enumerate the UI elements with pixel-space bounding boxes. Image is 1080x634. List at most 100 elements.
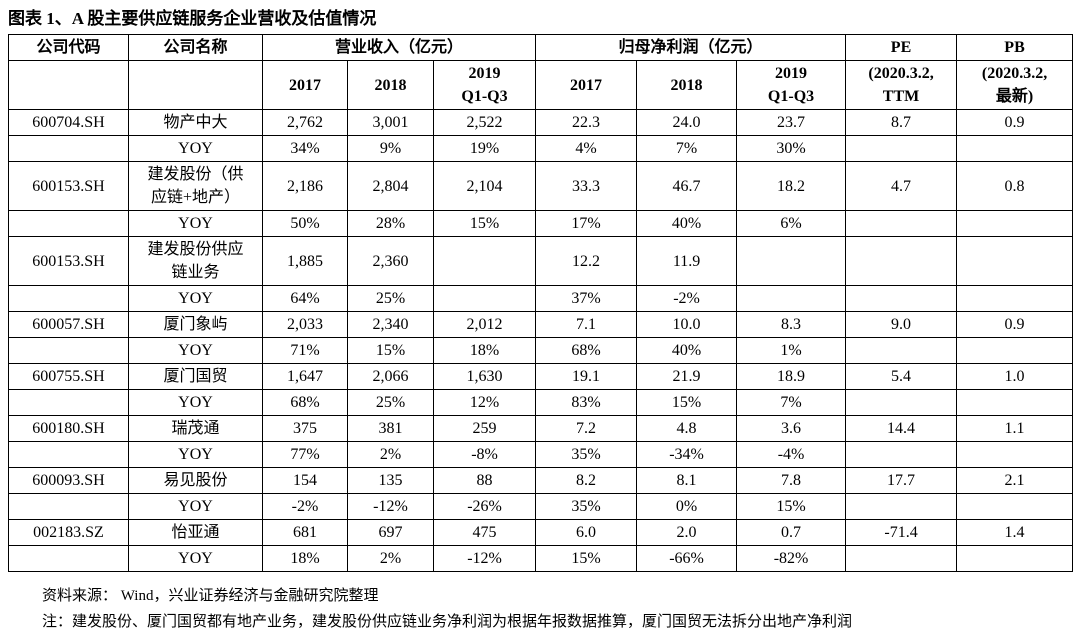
- table-cell: 6.0: [535, 519, 638, 546]
- table-cell: 64%: [262, 285, 348, 312]
- header-cell: [128, 60, 263, 110]
- table-cell: [956, 441, 1074, 468]
- table-cell: 1.0: [956, 363, 1074, 390]
- header-cell: (2020.3.2, TTM: [845, 60, 958, 110]
- table-cell: -12%: [347, 493, 434, 520]
- table-cell: 8.3: [736, 311, 847, 338]
- table-cell: [845, 285, 958, 312]
- table-cell: 3,001: [347, 109, 434, 136]
- table-cell: [8, 389, 129, 416]
- table-cell: 40%: [636, 337, 738, 364]
- table-row: 600093.SH 易见股份 154 135 88 8.2 8.1 7.8 17.7 2.1: [8, 467, 1074, 494]
- table-row: YOY 77% 2% -8% 35% -34% -4%: [8, 441, 1074, 468]
- table-cell: -4%: [736, 441, 847, 468]
- table-cell: 77%: [262, 441, 348, 468]
- table-row: 600180.SH 瑞茂通 375 381 259 7.2 4.8 3.6 14.4 1.1: [8, 415, 1074, 442]
- table-cell: [845, 135, 958, 162]
- table-cell: 35%: [535, 441, 638, 468]
- table-cell: 7%: [736, 389, 847, 416]
- title: 图表 1、A 股主要供应链服务企业营收及估值情况: [8, 9, 377, 28]
- table-cell: 厦门象屿: [128, 311, 263, 338]
- table-cell: 6%: [736, 210, 847, 237]
- table-cell: 23.7: [736, 109, 847, 136]
- header-row: 2017 2018 2019 Q1-Q3 2017 2018 2019 Q1-Q3 (202…: [8, 60, 1074, 110]
- table-cell: 0.7: [736, 519, 847, 546]
- table-cell: YOY: [128, 441, 263, 468]
- table-cell: 9%: [347, 135, 434, 162]
- table-cell: 建发股份（供应链+地产）: [128, 161, 263, 211]
- table-cell: 7%: [636, 135, 738, 162]
- table-cell: -2%: [262, 493, 348, 520]
- table-cell: 12.2: [535, 236, 638, 286]
- table-cell: 物产中大: [128, 109, 263, 136]
- table-cell: 7.1: [535, 311, 638, 338]
- table-cell: 600755.SH: [8, 363, 129, 390]
- table-cell: 0.8: [956, 161, 1074, 211]
- header-row: 公司代码 公司名称 营业收入（亿元） 归母净利润（亿元） PE PB: [8, 34, 1074, 61]
- table-cell: 600153.SH: [8, 236, 129, 286]
- table-cell: [432, 285, 537, 312]
- table-cell: 易见股份: [128, 467, 263, 494]
- table-cell: 33.3: [535, 161, 638, 211]
- table-cell: [845, 493, 958, 520]
- table-cell: 8.2: [535, 467, 638, 494]
- table-cell: 19.1: [535, 363, 638, 390]
- header-cell: 归母净利润（亿元）: [535, 34, 847, 61]
- table-cell: 15%: [636, 389, 738, 416]
- table-cell: 1,885: [262, 236, 348, 286]
- table-cell: -12%: [432, 545, 537, 572]
- header-cell: 公司代码: [8, 34, 129, 61]
- table-cell: -8%: [432, 441, 537, 468]
- table-cell: 88: [432, 467, 537, 494]
- table-cell: 2%: [347, 441, 434, 468]
- table-cell: [8, 493, 129, 520]
- table-cell: 2,066: [347, 363, 434, 390]
- table-cell: YOY: [128, 210, 263, 237]
- table-cell: [956, 545, 1074, 572]
- table-cell: 2%: [347, 545, 434, 572]
- table-cell: -26%: [432, 493, 537, 520]
- table-cell: 2,033: [262, 311, 348, 338]
- table-cell: 18%: [432, 337, 537, 364]
- table-cell: [8, 337, 129, 364]
- table-cell: 68%: [262, 389, 348, 416]
- table-cell: [845, 236, 958, 286]
- table-cell: -66%: [636, 545, 738, 572]
- table-cell: -82%: [736, 545, 847, 572]
- table-cell: 375: [262, 415, 348, 442]
- table-cell: [956, 210, 1074, 237]
- table-cell: 22.3: [535, 109, 638, 136]
- table-cell: 14.4: [845, 415, 958, 442]
- table-cell: 15%: [736, 493, 847, 520]
- table-cell: 697: [347, 519, 434, 546]
- table-row: YOY 50% 28% 15% 17% 40% 6%: [8, 210, 1074, 237]
- table-row: YOY 18% 2% -12% 15% -66% -82%: [8, 545, 1074, 572]
- table-cell: 2,012: [432, 311, 537, 338]
- table-row: YOY -2% -12% -26% 35% 0% 15%: [8, 493, 1074, 520]
- table-cell: 9.0: [845, 311, 958, 338]
- table-row: YOY 68% 25% 12% 83% 15% 7%: [8, 389, 1074, 416]
- table-cell: 50%: [262, 210, 348, 237]
- table-cell: 68%: [535, 337, 638, 364]
- header-cell: [8, 60, 129, 110]
- table-cell: 建发股份供应链业务: [128, 236, 263, 286]
- table-cell: 2,186: [262, 161, 348, 211]
- table-cell: YOY: [128, 337, 263, 364]
- table-cell: 2,804: [347, 161, 434, 211]
- table-row: 600057.SH 厦门象屿 2,033 2,340 2,012 7.1 10.0 8.3 9.…: [8, 311, 1074, 338]
- table-cell: [736, 285, 847, 312]
- table-cell: 135: [347, 467, 434, 494]
- table-cell: 37%: [535, 285, 638, 312]
- table-cell: 40%: [636, 210, 738, 237]
- table-cell: [845, 389, 958, 416]
- table-cell: -34%: [636, 441, 738, 468]
- table-cell: 71%: [262, 337, 348, 364]
- table-cell: [8, 441, 129, 468]
- table-cell: 1,647: [262, 363, 348, 390]
- table-cell: 2,762: [262, 109, 348, 136]
- header-cell: 2019 Q1-Q3: [736, 60, 847, 110]
- header-cell: PE: [845, 34, 958, 61]
- table-cell: 7.8: [736, 467, 847, 494]
- header-cell: 2017: [535, 60, 638, 110]
- table-cell: 21.9: [636, 363, 738, 390]
